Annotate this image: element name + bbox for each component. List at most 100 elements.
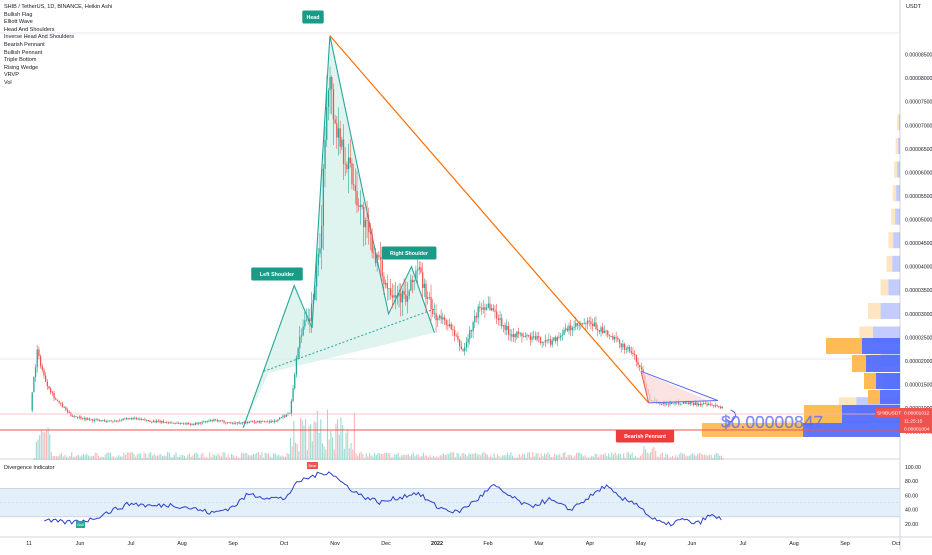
candle-body: [514, 334, 516, 338]
volume-bar: [126, 452, 128, 460]
candle-body: [541, 341, 543, 343]
indicator-bullish-pennant[interactable]: Bullish Pennant: [4, 49, 43, 56]
volume-bar: [118, 455, 120, 460]
candle-body: [334, 119, 336, 124]
symbol-title[interactable]: SHIB / TetherUS, 1D, BINANCE, Heikin Ash…: [4, 4, 113, 10]
volume-bar: [609, 456, 611, 460]
candle-body: [317, 253, 319, 265]
bull-tag-box: [76, 521, 85, 528]
volume-bar: [220, 456, 223, 460]
volume-bar: [363, 457, 366, 460]
volume-bar: [714, 454, 716, 460]
volume-bar: [513, 457, 515, 460]
candle-body: [593, 322, 595, 327]
volume-bar: [404, 454, 406, 460]
volume-bar: [375, 455, 377, 460]
volume-bar: [402, 454, 404, 460]
candle-body: [703, 403, 705, 405]
candle-body: [383, 276, 385, 285]
volume-bar: [390, 457, 392, 460]
indicator-bullish-flag[interactable]: Bullish Flag: [4, 11, 33, 18]
volume-bar: [421, 455, 423, 460]
volume-bar: [545, 454, 547, 460]
candle-body: [154, 420, 156, 423]
volume-bar: [323, 446, 325, 460]
candle-body: [659, 403, 661, 405]
volume-bar: [167, 452, 169, 460]
candle-body: [289, 413, 291, 414]
candle-body: [625, 349, 627, 350]
indicator-vol[interactable]: Vol: [4, 79, 12, 86]
candle-body: [603, 330, 606, 334]
volume-bar: [469, 454, 472, 460]
candle-body: [97, 419, 99, 421]
time-tick-label: Dec: [381, 541, 391, 547]
volume-bar: [456, 452, 458, 460]
volume-bar: [488, 456, 490, 460]
volume-bar: [448, 454, 450, 460]
volume-bar: [601, 454, 603, 460]
candle-body: [285, 414, 287, 417]
indicator-vrvp[interactable]: VRVP: [4, 72, 19, 79]
candle-body: [76, 416, 79, 418]
volume-bar: [135, 456, 137, 460]
volume-bar: [89, 456, 91, 460]
oscillator-title[interactable]: Divergence Indicator: [4, 465, 55, 471]
volume-bar: [370, 455, 372, 460]
volume-bar: [156, 455, 159, 460]
volume-bar: [91, 455, 93, 460]
indicator-inverse-head-and-shoulders[interactable]: Inverse Head And Shoulders: [4, 34, 75, 41]
candle-body: [88, 418, 91, 420]
indicator-bearish-pennant[interactable]: Bearish Pennant: [4, 41, 45, 48]
candle-body: [272, 420, 274, 422]
candle-body: [622, 343, 624, 348]
volume-bar: [57, 456, 59, 460]
candle-body: [598, 330, 601, 332]
candle-body: [243, 422, 245, 423]
volume-bar: [528, 452, 531, 460]
indicator-head-and-shoulders[interactable]: Head And Shoulders: [4, 26, 55, 33]
volume-bar: [417, 454, 419, 460]
volume-bar: [379, 453, 381, 460]
candle-body: [124, 418, 126, 420]
candle-body: [336, 123, 338, 138]
indicator-triple-bottom[interactable]: Triple Bottom: [4, 57, 37, 64]
indicator-rising-wedge[interactable]: Rising Wedge: [4, 64, 39, 71]
volume-bar: [592, 456, 594, 460]
volume-bar: [675, 454, 677, 460]
candle-body: [240, 423, 242, 425]
volume-bar: [278, 454, 280, 460]
candle-body: [356, 191, 358, 206]
volume-bar: [569, 454, 571, 460]
candle-body: [374, 253, 377, 264]
candle-body: [214, 419, 217, 421]
volume-bar: [325, 449, 327, 460]
candle-body: [103, 420, 106, 422]
symbol-badge-box: [875, 408, 932, 417]
vrvp-row-up: [864, 373, 876, 389]
volume-bar: [209, 452, 211, 460]
candle-body: [679, 403, 681, 405]
candle-body: [56, 399, 59, 401]
volume-bar: [273, 453, 275, 460]
volume-bar: [377, 453, 379, 460]
volume-bar: [175, 452, 177, 460]
indicator-elliott-wave[interactable]: Elliott Wave: [4, 19, 33, 26]
candle-body: [82, 418, 84, 420]
volume-bar: [104, 454, 106, 460]
candle-body: [595, 322, 597, 330]
candle-body: [376, 254, 378, 264]
candle-body: [578, 325, 580, 326]
time-tick-label: Nov: [330, 541, 340, 547]
candle-body: [464, 347, 466, 351]
candle-body: [716, 405, 718, 407]
volume-bar: [106, 452, 108, 460]
price-tick-label: 0.00001500: [905, 383, 932, 389]
candle-body: [73, 416, 75, 418]
volume-bar: [303, 425, 305, 460]
volume-bar: [311, 441, 313, 460]
volume-bar: [683, 453, 685, 460]
volume-bar: [438, 457, 440, 460]
candle-body: [400, 293, 402, 303]
volume-bar: [581, 453, 583, 460]
